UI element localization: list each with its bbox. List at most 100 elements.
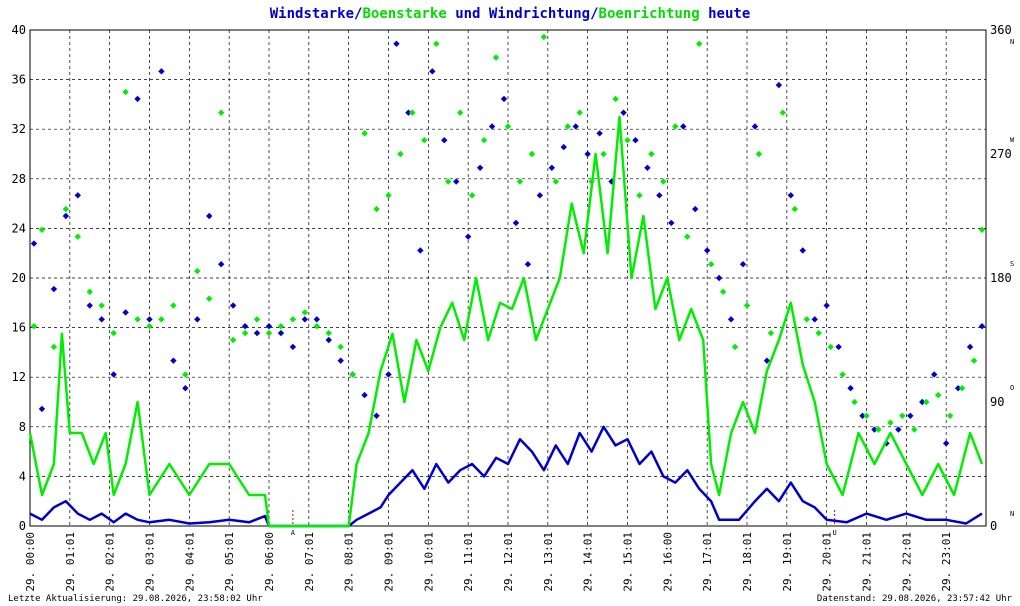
point-boenrichtung-45	[564, 123, 571, 130]
point-boenrichtung-46	[576, 109, 583, 116]
point-boenrichtung-34	[433, 40, 440, 47]
point-windrichtung-31	[393, 40, 400, 47]
point-windrichtung-75	[919, 398, 926, 406]
point-windrichtung-63	[775, 81, 783, 89]
x-tick-label-9: 29. 09:01	[383, 532, 396, 592]
point-windrichtung-62	[763, 357, 771, 364]
series-line-windstarke	[29, 425, 983, 528]
x-tick-label-23: 29. 23:01	[940, 532, 953, 592]
point-boenrichtung-17	[229, 336, 237, 344]
title-part-2: Boenstarke	[362, 6, 446, 22]
series-group	[28, 33, 986, 528]
point-windrichtung-12	[170, 357, 177, 364]
point-boenrichtung-33	[421, 137, 428, 144]
point-windrichtung-8	[122, 309, 129, 316]
point-windrichtung-57	[703, 247, 711, 254]
point-boenrichtung-43	[540, 33, 548, 41]
point-boenrichtung-68	[839, 371, 846, 378]
title-part-6: Boenrichtung	[599, 6, 700, 22]
point-boenrichtung-13	[182, 371, 189, 378]
y-tick-label-3: 12	[12, 370, 26, 384]
point-boenrichtung-75	[923, 398, 930, 406]
point-boenrichtung-79	[970, 357, 978, 364]
point-windrichtung-29	[373, 412, 380, 419]
point-boenrichtung-30	[385, 192, 392, 199]
x-tick-label-0: 29. 00:00	[24, 532, 37, 592]
point-boenrichtung-22	[289, 316, 297, 323]
y-right-tick-label-3: 270	[990, 147, 1012, 161]
x-tick-label-5: 29. 05:01	[223, 532, 236, 592]
point-windrichtung-48	[596, 130, 603, 137]
x-tick-label-19: 29. 19:01	[781, 532, 794, 592]
point-windrichtung-39	[488, 123, 496, 130]
point-windrichtung-71	[871, 426, 878, 433]
point-boenrichtung-60	[743, 302, 751, 309]
x-tick-label-2: 29. 02:01	[104, 532, 117, 592]
point-windrichtung-68	[835, 343, 842, 351]
series-line-boenstarke	[28, 115, 984, 528]
point-windrichtung-42	[524, 261, 532, 268]
point-boenrichtung-53	[660, 178, 667, 185]
point-boenrichtung-24	[313, 323, 320, 330]
point-windrichtung-51	[632, 137, 639, 144]
point-windrichtung-35	[441, 137, 448, 144]
point-windrichtung-6	[98, 316, 105, 323]
x-tick-label-13: 29. 13:01	[542, 532, 555, 592]
point-windrichtung-67	[823, 302, 830, 309]
y-tick-label-7: 28	[12, 172, 26, 186]
y-right-tick-label-4: 360	[990, 23, 1012, 37]
point-windrichtung-19	[253, 329, 261, 337]
x-tick-label-8: 29. 08:01	[343, 532, 356, 592]
point-boenrichtung-56	[696, 40, 703, 47]
point-boenrichtung-26	[337, 343, 344, 351]
point-boenrichtung-6	[98, 302, 105, 309]
point-windrichtung-40	[500, 95, 508, 103]
point-boenrichtung-21	[277, 323, 285, 330]
point-windrichtung-24	[313, 316, 320, 323]
point-boenrichtung-59	[731, 343, 739, 351]
point-windrichtung-78	[954, 385, 962, 392]
point-windrichtung-5	[86, 302, 93, 309]
point-windrichtung-66	[811, 316, 818, 323]
point-boenrichtung-14	[194, 267, 201, 275]
point-boenrichtung-50	[624, 137, 631, 144]
x-axis: 29. 00:00 29. 01:01 29. 02:01 29. 03:01 29. …	[24, 532, 953, 592]
point-windrichtung-4	[74, 192, 81, 199]
point-boenrichtung-40	[504, 123, 512, 130]
title-part-0: Windstarke	[270, 6, 354, 22]
point-windrichtung-30	[385, 371, 392, 378]
y-right-tick-label-2: 180	[990, 271, 1012, 285]
point-windrichtung-21	[277, 329, 285, 337]
point-boenrichtung-66	[815, 329, 822, 337]
point-windrichtung-80	[978, 323, 986, 330]
direction-label-2: S	[1010, 260, 1014, 268]
y-tick-label-10: 40	[12, 23, 26, 37]
point-boenrichtung-39	[492, 54, 500, 61]
x-tick-label-12: 29. 12:01	[502, 532, 515, 592]
y-tick-label-1: 4	[19, 469, 26, 483]
point-boenrichtung-76	[935, 391, 942, 399]
grid-lines	[30, 30, 986, 526]
point-windrichtung-28	[361, 391, 368, 399]
footer-data-status: Datenstand: 29.08.2026, 23:57:42 Uhr	[817, 594, 1013, 604]
footer-last-update: Letzte Aktualisierung: 29.08.2026, 23:58…	[8, 594, 263, 604]
point-windrichtung-26	[337, 357, 344, 364]
point-windrichtung-50	[620, 109, 627, 116]
sunset-marker-label: U	[833, 529, 837, 537]
point-windrichtung-15	[206, 212, 213, 220]
y-tick-label-8: 32	[12, 122, 26, 136]
point-windrichtung-44	[548, 164, 556, 171]
point-boenrichtung-25	[325, 329, 332, 337]
point-windrichtung-77	[942, 440, 950, 447]
title-part-5: /	[590, 6, 598, 22]
point-boenrichtung-19	[253, 316, 261, 323]
x-tick-label-18: 29. 18:01	[741, 532, 754, 592]
x-tick-label-1: 29. 01:01	[64, 532, 77, 592]
point-windrichtung-34	[429, 68, 436, 75]
point-boenrichtung-16	[218, 109, 225, 116]
point-windrichtung-3	[62, 212, 70, 220]
y-tick-label-9: 36	[12, 73, 26, 87]
point-boenrichtung-70	[863, 412, 870, 419]
y-tick-label-0: 0	[19, 519, 26, 533]
